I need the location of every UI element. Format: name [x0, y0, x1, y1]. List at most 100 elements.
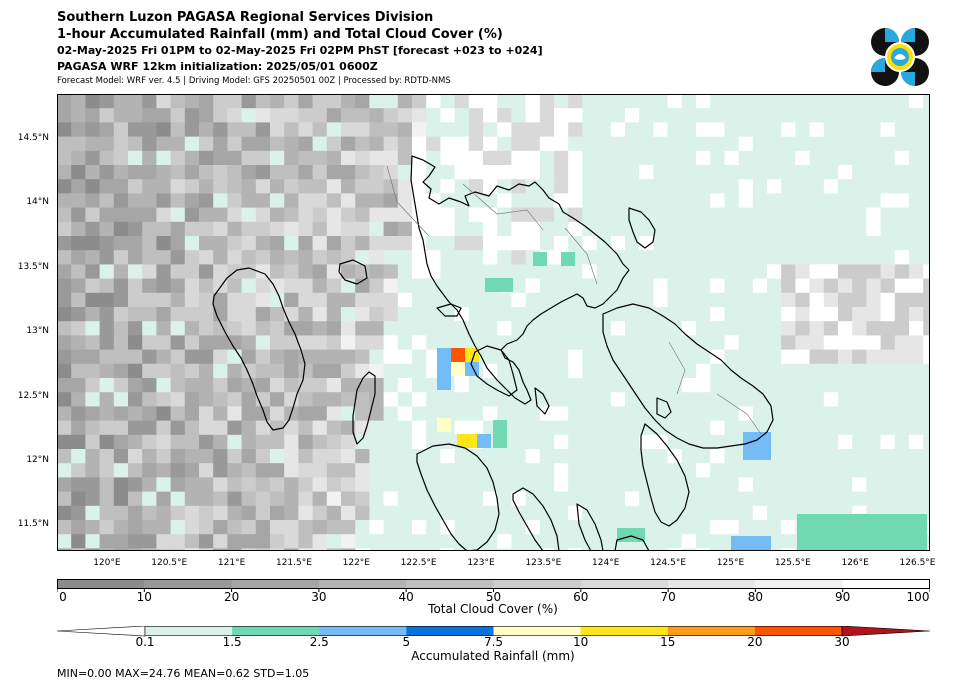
grid-cell [85, 434, 101, 450]
grid-cell [525, 179, 541, 194]
grid-cell [57, 207, 72, 223]
grid-cell [383, 392, 399, 407]
grid-cell [781, 236, 796, 251]
grid-cell [142, 548, 157, 551]
grid-cell [667, 534, 683, 549]
grid-cell [355, 193, 370, 209]
grid-cell [625, 150, 640, 166]
grid-cell [213, 378, 228, 393]
grid-cell [298, 221, 314, 237]
grid-cell [525, 477, 541, 493]
grid-cell [923, 264, 930, 280]
grid-cell [454, 278, 470, 294]
grid-cell [866, 406, 882, 422]
grid-cell [894, 420, 910, 436]
grid-cell [539, 463, 555, 478]
grid-cell [99, 420, 115, 436]
grid-cell [554, 122, 569, 138]
grid-cell [255, 335, 271, 351]
grid-cell [539, 378, 555, 393]
grid-cell [227, 292, 243, 308]
grid-cell [710, 307, 725, 322]
grid-cell [610, 420, 626, 436]
rainfall-colorbar-ticks: 0.1 1.5 2.5 5 7.5 10 15 20 30 [135, 635, 849, 649]
grid-cell [596, 449, 612, 464]
grid-cell [667, 122, 683, 138]
grid-cell [170, 505, 186, 521]
grid-cell [440, 236, 456, 251]
grid-cell [681, 207, 697, 223]
grid-cell [809, 165, 825, 180]
grid-cell [170, 179, 186, 194]
grid-cell [795, 165, 811, 180]
grid-cell [866, 477, 882, 493]
grid-cell [184, 193, 200, 209]
grid-cell [752, 335, 768, 351]
grid-cell [582, 420, 598, 436]
grid-cell [454, 548, 470, 551]
grid-cell [241, 278, 257, 294]
grid-cell [355, 108, 370, 123]
grid-cell [440, 94, 456, 109]
grid-cell [113, 292, 129, 308]
grid-cell [284, 449, 299, 464]
grid-cell [241, 420, 257, 436]
grid-cell [554, 108, 569, 123]
grid-cell [170, 207, 186, 223]
grid-cell [156, 236, 172, 251]
grid-cell [57, 534, 72, 549]
grid-cell [170, 420, 186, 436]
grid-cell [213, 463, 228, 478]
grid-cell [128, 321, 143, 336]
grid-cell [554, 150, 569, 166]
grid-cell [369, 363, 385, 379]
grid-cell [440, 463, 456, 478]
grid-cell [752, 292, 768, 308]
grid-cell [355, 221, 370, 237]
grid-cell [625, 463, 640, 478]
grid-cell [781, 392, 796, 407]
grid-cell [639, 463, 654, 478]
cloud-colorbar-segment [406, 579, 494, 589]
grid-cell [113, 378, 129, 393]
grid-cell [241, 349, 257, 365]
grid-cell [227, 321, 243, 336]
grid-cell [710, 406, 725, 422]
cebu-outline [576, 503, 604, 551]
grid-cell [823, 434, 839, 450]
grid-cell [312, 278, 328, 294]
grid-cell [596, 363, 612, 379]
grid-cell [554, 193, 569, 209]
grid-cell [767, 491, 782, 507]
grid-cell [284, 505, 299, 521]
grid-cell [199, 534, 214, 549]
grid-cell [369, 292, 385, 308]
grid-cell [270, 136, 285, 152]
grid-cell [809, 136, 825, 152]
grid-cell [454, 378, 470, 393]
grid-cell [639, 221, 654, 237]
grid-cell [554, 307, 569, 322]
grid-cell [99, 335, 115, 351]
grid-cell [880, 434, 896, 450]
grid-cell [57, 264, 72, 280]
grid-cell [667, 264, 683, 280]
grid-cell [184, 236, 200, 251]
grid-cell [497, 491, 512, 507]
grid-cell [923, 136, 930, 152]
grid-cell [369, 477, 385, 493]
grid-cell [681, 406, 697, 422]
grid-cell [681, 335, 697, 351]
grid-cell [625, 179, 640, 194]
grid-cell [511, 179, 527, 194]
grid-cell [213, 335, 228, 351]
grid-cell [596, 193, 612, 209]
grid-cell [525, 505, 541, 521]
grid-cell [923, 491, 930, 507]
grid-cell [213, 193, 228, 209]
grid-cell [554, 221, 569, 237]
grid-cell [468, 392, 484, 407]
grid-cell [738, 363, 754, 379]
grid-cell [113, 321, 129, 336]
grid-cell [625, 548, 640, 551]
